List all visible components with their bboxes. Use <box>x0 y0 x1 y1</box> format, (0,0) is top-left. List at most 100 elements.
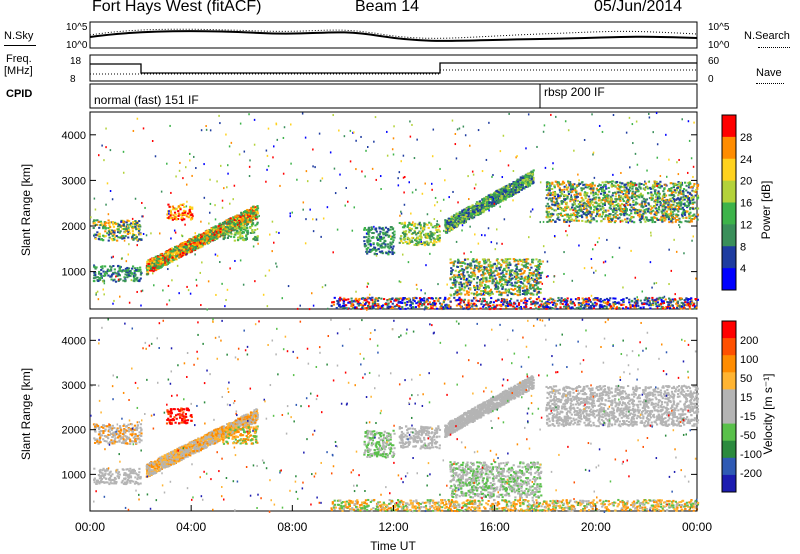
echo-cell <box>96 231 99 234</box>
echo-cell <box>473 284 476 287</box>
echo-cell <box>251 230 254 233</box>
echo-cell <box>504 283 507 286</box>
echo-cell <box>181 213 185 216</box>
echo-cell <box>662 190 665 193</box>
echo-cell <box>479 211 482 214</box>
echo-cell <box>99 220 103 223</box>
nsky-legend-line <box>4 45 36 46</box>
echo-cell <box>150 269 154 272</box>
echo-cell <box>468 216 472 219</box>
echo-cell <box>183 206 186 209</box>
echo-cell <box>526 182 529 185</box>
echo-cell <box>131 265 135 268</box>
echo-cell <box>515 276 518 279</box>
echo-cell <box>159 260 162 263</box>
echo-cell <box>219 231 222 234</box>
echo-cell <box>381 242 384 245</box>
echo-cell <box>413 223 416 226</box>
echo-cell <box>194 238 197 241</box>
echo-cell <box>495 190 498 193</box>
echo-cell <box>491 282 494 285</box>
echo-cell <box>115 235 118 238</box>
echo-cell <box>251 212 254 215</box>
echo-cell <box>462 212 465 215</box>
echo-cell <box>122 219 125 222</box>
echo-cell <box>424 223 428 226</box>
echo-cell <box>657 206 661 209</box>
echo-cell <box>408 227 411 230</box>
echo-cell <box>151 261 154 264</box>
echo-cell <box>368 228 371 231</box>
echo-cell <box>182 203 185 206</box>
echo-cell <box>490 264 493 267</box>
echo-cell <box>692 184 696 187</box>
echo-cell <box>532 272 535 275</box>
echo-cell <box>181 219 184 222</box>
echo-cell <box>127 274 130 277</box>
echo-cell <box>251 219 254 222</box>
echo-cell <box>413 224 416 227</box>
echo-cell <box>406 238 409 241</box>
echo-cell <box>423 233 426 236</box>
echo-cell <box>491 266 494 269</box>
echo-cell <box>239 233 242 236</box>
echo-cell <box>505 272 508 275</box>
echo-cell <box>399 238 403 241</box>
echo-cell <box>232 220 235 223</box>
echo-cell <box>176 246 179 249</box>
echo-cell <box>98 270 101 273</box>
echo-cell <box>193 248 196 251</box>
echo-cell <box>174 213 177 216</box>
echo-cell <box>215 230 218 233</box>
echo-cell <box>181 251 185 254</box>
echo-cell <box>506 192 509 195</box>
echo-cell <box>639 187 642 190</box>
echo-cell <box>449 278 452 281</box>
echo-cell <box>372 248 375 251</box>
echo-cell <box>131 226 134 229</box>
echo-cell <box>421 226 425 229</box>
echo-cell <box>461 218 464 221</box>
echo-cell <box>460 283 463 286</box>
echo-cell <box>489 198 492 201</box>
echo-cell <box>466 207 469 210</box>
echo-cell <box>133 278 136 281</box>
echo-cell <box>211 235 215 238</box>
echo-cell <box>102 227 105 230</box>
echo-cell <box>467 215 470 218</box>
echo-cell <box>614 212 617 215</box>
echo-cell <box>476 204 480 207</box>
echo-cell <box>236 227 239 230</box>
echo-cell <box>430 224 433 227</box>
echo-cell <box>368 250 371 253</box>
echo-cell <box>124 226 127 229</box>
echo-cell <box>644 216 647 219</box>
echo-cell <box>494 203 497 206</box>
echo-cell <box>696 185 699 188</box>
echo-cell <box>650 191 653 194</box>
echo-cell <box>507 263 510 266</box>
echo-cell <box>423 226 426 229</box>
echo-cell <box>137 229 141 232</box>
echo-cell <box>252 231 255 234</box>
echo-cell <box>487 194 491 197</box>
echo-cell <box>102 234 105 237</box>
echo-cell <box>502 278 505 281</box>
echo-cell <box>592 194 595 197</box>
echo-cell <box>478 293 481 296</box>
echo-cell <box>495 267 498 270</box>
echo-cell <box>126 233 129 236</box>
echo-cell <box>170 247 173 250</box>
echo-cell <box>172 214 175 217</box>
echo-cell <box>508 183 511 186</box>
echo-cell <box>463 216 467 219</box>
echo-cell <box>475 205 478 208</box>
echo-cell <box>245 215 248 218</box>
echo-cell <box>432 243 435 246</box>
echo-cell <box>529 263 532 266</box>
echo-cell <box>525 260 528 263</box>
echo-cell <box>127 267 131 270</box>
echo-cell <box>389 242 392 245</box>
echo-cell <box>250 215 253 218</box>
echo-cell <box>593 184 596 187</box>
